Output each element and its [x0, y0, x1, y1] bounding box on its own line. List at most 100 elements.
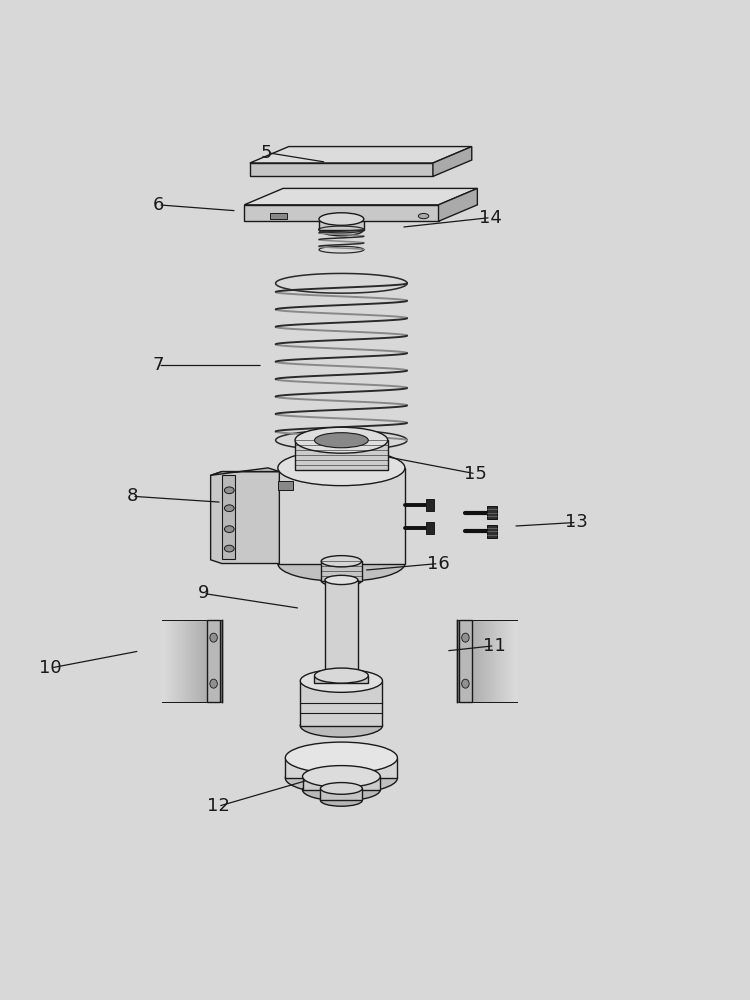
- Polygon shape: [459, 620, 472, 702]
- Polygon shape: [466, 620, 468, 702]
- Polygon shape: [508, 620, 509, 702]
- Polygon shape: [466, 620, 468, 702]
- Polygon shape: [478, 620, 480, 702]
- Polygon shape: [484, 620, 486, 702]
- Polygon shape: [509, 620, 510, 702]
- Polygon shape: [459, 620, 460, 702]
- Polygon shape: [211, 620, 212, 702]
- Polygon shape: [472, 620, 474, 702]
- Polygon shape: [192, 620, 193, 702]
- Bar: [278, 481, 292, 490]
- Polygon shape: [185, 620, 187, 702]
- Polygon shape: [474, 620, 476, 702]
- Ellipse shape: [321, 575, 362, 586]
- Polygon shape: [177, 620, 178, 702]
- Polygon shape: [491, 620, 493, 702]
- Polygon shape: [212, 620, 214, 702]
- Polygon shape: [189, 620, 190, 702]
- Polygon shape: [215, 620, 217, 702]
- Ellipse shape: [295, 457, 388, 483]
- Polygon shape: [189, 620, 190, 702]
- Polygon shape: [183, 620, 184, 702]
- Polygon shape: [508, 620, 509, 702]
- Polygon shape: [197, 620, 199, 702]
- Polygon shape: [489, 620, 490, 702]
- Polygon shape: [170, 620, 172, 702]
- Polygon shape: [190, 620, 192, 702]
- FancyBboxPatch shape: [426, 499, 434, 511]
- Polygon shape: [196, 620, 197, 702]
- Ellipse shape: [325, 678, 358, 688]
- Polygon shape: [490, 620, 491, 702]
- Text: 16: 16: [427, 555, 450, 573]
- Polygon shape: [197, 620, 199, 702]
- Polygon shape: [484, 620, 486, 702]
- Polygon shape: [173, 620, 174, 702]
- Polygon shape: [480, 620, 482, 702]
- Ellipse shape: [300, 714, 382, 737]
- Polygon shape: [220, 620, 222, 702]
- Polygon shape: [219, 620, 220, 702]
- Polygon shape: [179, 620, 181, 702]
- Polygon shape: [202, 620, 203, 702]
- Text: 12: 12: [207, 797, 230, 815]
- Text: 5: 5: [261, 144, 272, 162]
- Polygon shape: [433, 147, 472, 176]
- Polygon shape: [217, 620, 219, 702]
- Ellipse shape: [419, 213, 429, 219]
- Polygon shape: [460, 620, 462, 702]
- Polygon shape: [506, 620, 507, 702]
- Polygon shape: [501, 620, 502, 702]
- Polygon shape: [495, 620, 496, 702]
- Polygon shape: [187, 620, 188, 702]
- Polygon shape: [486, 620, 488, 702]
- Ellipse shape: [302, 779, 380, 801]
- Polygon shape: [182, 620, 183, 702]
- Polygon shape: [174, 620, 175, 702]
- Polygon shape: [199, 620, 200, 702]
- Polygon shape: [493, 620, 494, 702]
- Ellipse shape: [295, 427, 388, 453]
- Ellipse shape: [320, 783, 362, 794]
- Polygon shape: [470, 620, 471, 702]
- Polygon shape: [194, 620, 196, 702]
- Polygon shape: [184, 620, 185, 702]
- Polygon shape: [499, 620, 500, 702]
- Polygon shape: [175, 620, 176, 702]
- Polygon shape: [500, 620, 501, 702]
- Ellipse shape: [320, 795, 362, 806]
- Polygon shape: [495, 620, 496, 702]
- Polygon shape: [178, 620, 179, 702]
- Polygon shape: [177, 620, 178, 702]
- Polygon shape: [476, 620, 477, 702]
- Text: 6: 6: [152, 196, 164, 214]
- FancyBboxPatch shape: [487, 525, 496, 538]
- Polygon shape: [220, 620, 222, 702]
- Ellipse shape: [325, 575, 358, 585]
- Polygon shape: [178, 620, 179, 702]
- Polygon shape: [497, 620, 499, 702]
- Ellipse shape: [319, 213, 364, 225]
- Ellipse shape: [224, 487, 234, 494]
- Ellipse shape: [321, 556, 362, 567]
- Bar: [295, 440, 388, 470]
- Polygon shape: [181, 620, 182, 702]
- Bar: [300, 681, 382, 726]
- Polygon shape: [504, 620, 505, 702]
- Polygon shape: [502, 620, 503, 702]
- Polygon shape: [250, 147, 472, 163]
- Bar: [285, 758, 398, 778]
- Polygon shape: [505, 620, 506, 702]
- Ellipse shape: [314, 676, 368, 691]
- Polygon shape: [506, 620, 507, 702]
- Polygon shape: [193, 620, 194, 702]
- Ellipse shape: [462, 679, 470, 688]
- Ellipse shape: [314, 433, 368, 448]
- Ellipse shape: [210, 679, 218, 688]
- Ellipse shape: [285, 742, 398, 773]
- Polygon shape: [491, 620, 493, 702]
- Polygon shape: [474, 620, 476, 702]
- Polygon shape: [219, 620, 220, 702]
- Text: 10: 10: [39, 659, 62, 677]
- Polygon shape: [470, 620, 471, 702]
